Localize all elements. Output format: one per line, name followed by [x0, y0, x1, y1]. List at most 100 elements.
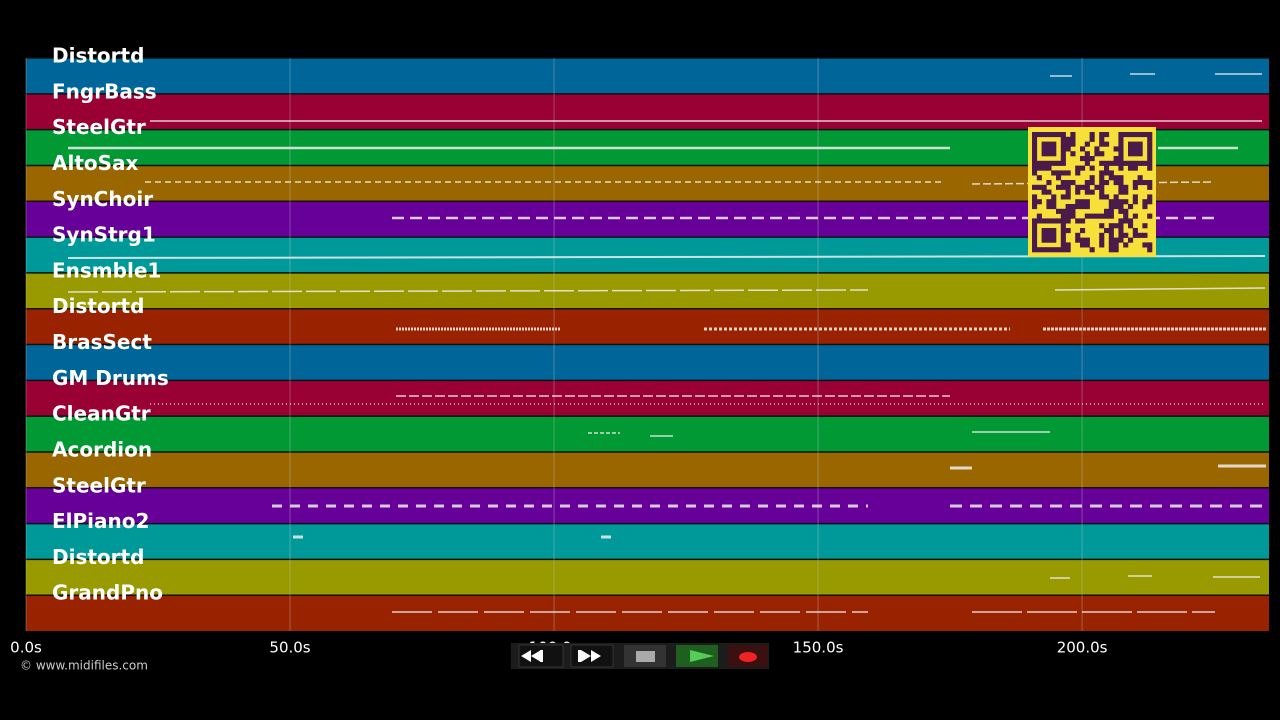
fast-forward-button[interactable] — [570, 644, 614, 668]
qr-module — [1036, 199, 1042, 205]
qr-module — [1118, 136, 1124, 142]
qr-module — [1032, 184, 1038, 190]
track-name: GM Drums — [52, 366, 169, 390]
qr-module — [1132, 165, 1138, 171]
qr-module — [1080, 218, 1086, 224]
qr-module — [1036, 160, 1042, 166]
qr-module — [1118, 146, 1124, 152]
record-button[interactable] — [728, 645, 768, 667]
qr-module — [1032, 199, 1038, 205]
track-band — [26, 344, 1269, 381]
qr-module — [1099, 175, 1105, 181]
qr-module — [1123, 232, 1129, 238]
qr-module — [1147, 165, 1153, 171]
qr-module — [1065, 170, 1071, 176]
qr-module — [1108, 232, 1114, 238]
qr-module — [1084, 213, 1090, 219]
qr-module — [1113, 160, 1119, 166]
qr-module — [1118, 180, 1124, 186]
qr-module — [1099, 160, 1105, 166]
stop-button[interactable] — [624, 645, 666, 667]
track-name: SynChoir — [52, 187, 153, 211]
qr-module — [1147, 180, 1153, 186]
qr-module — [1123, 218, 1129, 224]
qr-module — [1104, 213, 1110, 219]
qr-module — [1084, 156, 1090, 162]
x-tick-label: 200.0s — [1057, 639, 1108, 657]
qr-module — [1056, 170, 1062, 176]
qr-module — [1080, 165, 1086, 171]
qr-module — [1137, 175, 1143, 181]
qr-module — [1084, 180, 1090, 186]
qr-module — [1070, 213, 1076, 219]
qr-module — [1080, 146, 1086, 152]
qr-module — [1056, 218, 1062, 224]
qr-module — [1123, 208, 1129, 214]
play-button[interactable] — [676, 645, 718, 667]
qr-module — [1089, 180, 1095, 186]
qr-module — [1046, 165, 1052, 171]
qr-module — [1075, 204, 1081, 210]
qr-module — [1056, 208, 1062, 214]
qr-module — [1137, 160, 1143, 166]
qr-code — [1028, 127, 1156, 257]
qr-module — [1060, 228, 1066, 234]
qr-module — [1099, 132, 1105, 138]
qr-module — [1032, 132, 1038, 138]
qr-module — [1060, 132, 1066, 138]
qr-module — [1051, 151, 1057, 157]
qr-module — [1046, 218, 1052, 224]
qr-module — [1147, 156, 1153, 162]
qr-module — [1046, 247, 1052, 253]
qr-module — [1065, 204, 1071, 210]
track-band — [26, 308, 1269, 345]
qr-module — [1032, 160, 1038, 166]
track-band — [26, 523, 1269, 560]
qr-module — [1075, 237, 1081, 243]
qr-module — [1065, 180, 1071, 186]
qr-module — [1084, 184, 1090, 190]
qr-module — [1128, 237, 1134, 243]
qr-module — [1108, 160, 1114, 166]
qr-module — [1147, 160, 1153, 166]
qr-module — [1075, 184, 1081, 190]
qr-module — [1070, 151, 1076, 157]
qr-module — [1132, 228, 1138, 234]
qr-module — [1099, 141, 1105, 147]
qr-module — [1070, 180, 1076, 186]
qr-module — [1118, 165, 1124, 171]
qr-module — [1089, 247, 1095, 253]
qr-module — [1113, 199, 1119, 205]
rewind-button[interactable] — [518, 644, 564, 668]
qr-module — [1046, 141, 1052, 147]
qr-module — [1123, 160, 1129, 166]
qr-module — [1108, 170, 1114, 176]
qr-module — [1132, 132, 1138, 138]
qr-module — [1142, 199, 1148, 205]
qr-module — [1046, 199, 1052, 205]
qr-module — [1032, 170, 1038, 176]
qr-module — [1080, 237, 1086, 243]
qr-module — [1046, 160, 1052, 166]
qr-module — [1032, 156, 1038, 162]
qr-module — [1118, 237, 1124, 243]
qr-module — [1108, 242, 1114, 248]
qr-module — [1051, 194, 1057, 200]
qr-module — [1060, 213, 1066, 219]
qr-module — [1123, 184, 1129, 190]
qr-module — [1060, 218, 1066, 224]
qr-module — [1051, 141, 1057, 147]
qr-module — [1041, 247, 1047, 253]
qr-module — [1147, 151, 1153, 157]
qr-module — [1118, 204, 1124, 210]
qr-module — [1084, 151, 1090, 157]
x-tick-label: 150.0s — [793, 639, 844, 657]
qr-module — [1060, 237, 1066, 243]
qr-module — [1147, 242, 1153, 248]
qr-module — [1108, 204, 1114, 210]
qr-module — [1123, 132, 1129, 138]
qr-module — [1065, 213, 1071, 219]
qr-module — [1108, 175, 1114, 181]
qr-module — [1046, 189, 1052, 195]
qr-module — [1036, 218, 1042, 224]
